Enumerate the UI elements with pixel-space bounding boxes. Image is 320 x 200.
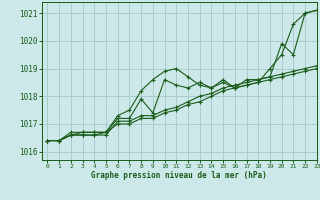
X-axis label: Graphe pression niveau de la mer (hPa): Graphe pression niveau de la mer (hPa) — [91, 171, 267, 180]
